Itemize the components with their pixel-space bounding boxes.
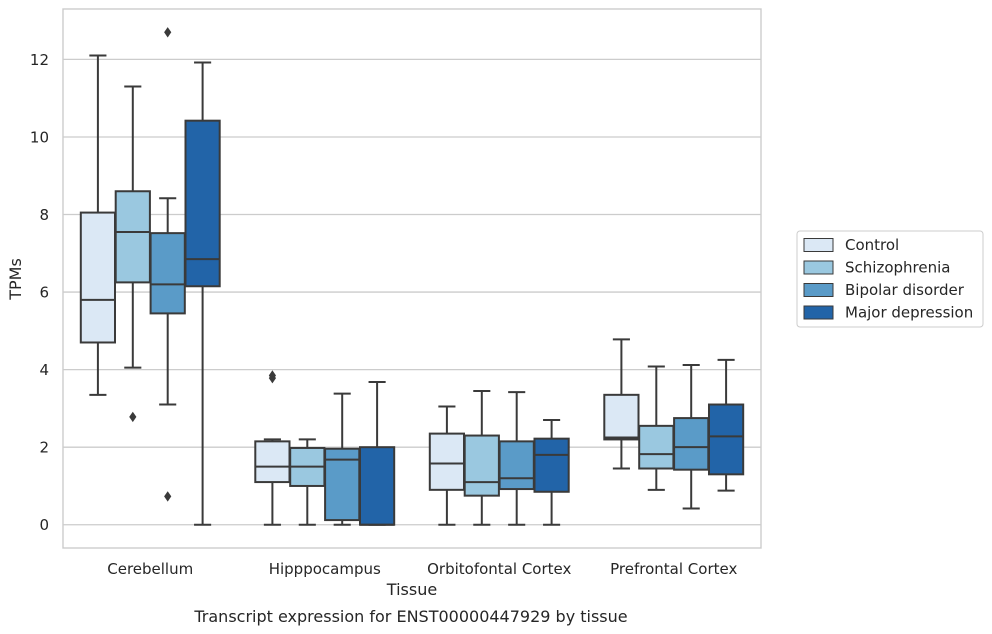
y-tick-label: 2 [39,439,49,457]
box-iqr [358,446,396,526]
y-tick-label: 12 [30,51,49,69]
outlier-point [164,27,172,38]
box-iqr [707,403,745,476]
box-2-0 [428,405,466,526]
box-2-1 [463,389,500,526]
legend-label: Schizophrenia [845,259,950,277]
box-1-2 [324,392,361,526]
y-tick-label: 8 [39,206,49,224]
outlier-point [268,370,276,381]
box-3-1 [638,365,675,491]
legend-swatch [803,283,834,297]
box-0-3 [184,61,221,526]
box-iqr [254,440,291,484]
legend-label: Control [845,236,899,254]
y-tick-label: 6 [39,284,49,302]
legend-label: Bipolar disorder [845,281,965,299]
outlier-point [164,491,172,502]
box-iqr [673,417,710,471]
x-tick-label: Orbitofontal Cortex [427,560,571,578]
x-tick-label: Prefrontal Cortex [610,560,737,578]
box-3-3 [707,358,745,492]
box-iqr [603,393,640,441]
box-iqr [638,424,675,470]
box-iqr [114,190,151,284]
box-0-1 [114,85,151,423]
y-tick-label: 4 [39,361,49,379]
legend: Control Schizophrenia Bipolar disorder Majo… [796,230,984,328]
x-axis-title: Tissue [386,580,437,599]
outlier-point [129,411,137,423]
box-iqr [463,434,500,497]
legend-swatch [803,305,834,320]
box-1-3 [358,381,396,526]
box-iqr [79,211,117,344]
box-1-1 [289,438,326,526]
box-2-3 [533,419,570,526]
legend-swatch [803,238,834,252]
box-iqr [498,440,535,491]
boxes-layer [79,27,745,526]
box-iqr [184,119,221,288]
box-iqr [324,447,361,522]
box-3-0 [603,338,640,470]
legend-label: Major depression [845,304,973,322]
x-tick-label: Cerebellum [107,560,193,578]
y-axis-title: TPMs [6,258,25,301]
x-tick-labels: Cerebellum Hipppocampus Orbitofontal Corte… [107,560,737,578]
box-iqr [149,232,186,315]
y-tick-labels: 0 2 4 6 8 10 12 [30,51,49,534]
x-tick-label: Hipppocampus [269,560,381,578]
box-iqr [428,432,466,491]
y-tick-label: 0 [39,516,49,534]
plot-frame [62,8,762,549]
legend-frame [796,230,984,328]
chart-caption: Transcript expression for ENST0000044792… [193,607,627,626]
legend-swatch [803,260,834,275]
box-1-0 [254,370,291,526]
y-tick-label: 10 [30,128,49,146]
box-2-2 [498,391,535,526]
box-iqr [533,437,570,493]
